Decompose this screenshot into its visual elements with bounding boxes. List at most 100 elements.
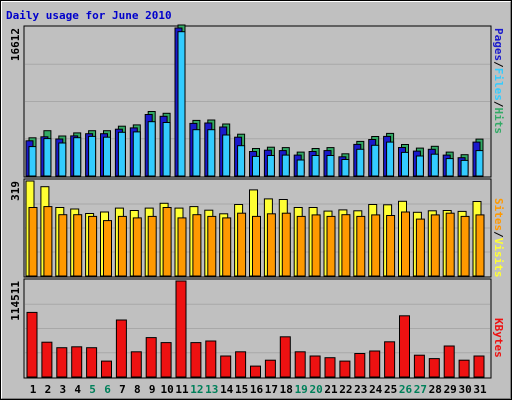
bar-files-day-30: [460, 159, 469, 177]
bar-sites-day-25: [386, 215, 396, 277]
bar-files-day-7: [117, 131, 126, 177]
bar-kbytes-day-10: [160, 342, 172, 378]
day-label: 19: [295, 383, 308, 396]
bar-sites-day-22: [341, 214, 351, 277]
bar-files-day-23: [356, 148, 365, 177]
bar-sites-day-23: [356, 215, 366, 277]
bar-files-day-21: [326, 155, 335, 177]
day-label: 29: [444, 383, 457, 396]
bar-kbytes-day-1: [26, 311, 38, 378]
x-axis-day-labels: 1 2 3 4 5 6 7 8 9 10 11 12 13 14 15 16 17 18 19 20 21 22 23 24 2…: [30, 383, 487, 396]
bar-kbytes-day-14: [220, 355, 232, 378]
bar-kbytes-day-25: [384, 341, 396, 378]
day-label: 21: [324, 383, 338, 396]
bar-kbytes-day-30: [458, 359, 470, 378]
day-label: 5: [89, 383, 96, 396]
panel-legend: Pages/Files/Hits: [492, 28, 505, 134]
bar-kbytes-day-20: [309, 355, 321, 378]
day-label: 12: [190, 383, 203, 396]
bar-files-day-4: [73, 137, 82, 177]
bar-sites-day-5: [88, 215, 98, 277]
day-label: 10: [160, 383, 173, 396]
legend-item: Hits: [492, 108, 505, 135]
bar-kbytes-day-22: [339, 360, 351, 378]
day-label: 24: [369, 383, 383, 396]
panel-max-label: 114511: [9, 281, 22, 321]
bar-sites-day-26: [401, 211, 410, 277]
bar-sites-day-15: [237, 212, 247, 277]
bar-files-day-15: [237, 145, 246, 177]
bar-sites-day-27: [415, 218, 425, 277]
bar-sites-day-17: [266, 213, 276, 277]
panel-max-label: 319: [9, 181, 22, 201]
panel-legend: KBytes: [492, 318, 505, 358]
bar-sites-day-30: [460, 215, 470, 277]
bar-sites-day-8: [132, 217, 142, 277]
day-label: 13: [205, 383, 218, 396]
bar-kbytes-day-2: [41, 341, 53, 378]
bar-sites-day-31: [475, 214, 485, 277]
bar-sites-day-28: [430, 214, 440, 277]
panel-grid: [25, 303, 490, 354]
bar-files-day-24: [371, 144, 380, 177]
bar-kbytes-day-3: [56, 347, 68, 378]
bar-kbytes-day-17: [264, 359, 276, 378]
bar-files-day-12: [192, 129, 201, 177]
legend-item: Pages: [492, 28, 505, 61]
panel-bars: [26, 280, 485, 378]
panel-bars: [25, 180, 485, 277]
day-label: 22: [339, 383, 352, 396]
bar-kbytes-day-23: [354, 353, 366, 378]
bar-files-day-2: [43, 138, 52, 177]
legend-item: Files: [492, 68, 505, 101]
bar-kbytes-day-13: [205, 340, 217, 378]
chart-title: Daily usage for June 2010: [6, 9, 172, 22]
bar-sites-day-7: [117, 215, 127, 277]
bar-files-day-31: [475, 150, 484, 177]
bar-sites-day-14: [222, 217, 232, 277]
bar-kbytes-day-24: [369, 350, 381, 378]
day-label: 27: [414, 383, 427, 396]
panel-box: [23, 25, 492, 178]
bar-files-day-16: [252, 155, 260, 177]
day-label: 8: [134, 383, 141, 396]
bar-kbytes-day-6: [101, 360, 112, 378]
panel-kbytes: 114511 KBytes: [9, 278, 505, 379]
day-label: 25: [384, 383, 397, 396]
panel-legend: Sites/Visits: [492, 198, 505, 278]
bar-sites-day-9: [147, 215, 157, 277]
bar-sites-day-6: [103, 220, 112, 277]
day-label: 9: [149, 383, 156, 396]
bar-files-day-29: [445, 158, 454, 177]
bar-kbytes-day-9: [145, 337, 157, 378]
day-label: 15: [235, 383, 248, 396]
panel-box: [23, 178, 492, 278]
bar-sites-day-12: [192, 214, 202, 277]
bar-files-day-9: [147, 121, 156, 177]
legend-item: /: [492, 61, 505, 68]
bar-kbytes-day-29: [443, 345, 455, 378]
day-label: 2: [45, 383, 52, 396]
bar-sites-day-21: [326, 215, 336, 277]
bar-files-day-26: [401, 151, 409, 177]
legend-item: Visits: [492, 238, 505, 278]
day-label: 20: [309, 383, 322, 396]
bar-kbytes-day-21: [324, 357, 336, 378]
bar-files-day-27: [415, 155, 424, 177]
bar-kbytes-day-8: [130, 351, 142, 378]
bar-files-day-10: [162, 122, 171, 177]
panel-max-label: 16612: [9, 28, 22, 61]
day-label: 4: [74, 383, 81, 396]
bar-sites-day-11: [177, 217, 187, 277]
bar-kbytes-day-7: [115, 319, 127, 378]
day-label: 17: [265, 383, 278, 396]
bar-sites-day-18: [281, 212, 291, 277]
bar-kbytes-day-19: [294, 351, 306, 378]
bar-kbytes-day-12: [190, 342, 202, 378]
bar-sites-day-10: [162, 207, 172, 277]
day-label: 14: [220, 383, 234, 396]
bar-sites-day-3: [58, 214, 68, 277]
bar-sites-day-24: [371, 214, 381, 277]
day-label: 31: [473, 383, 487, 396]
